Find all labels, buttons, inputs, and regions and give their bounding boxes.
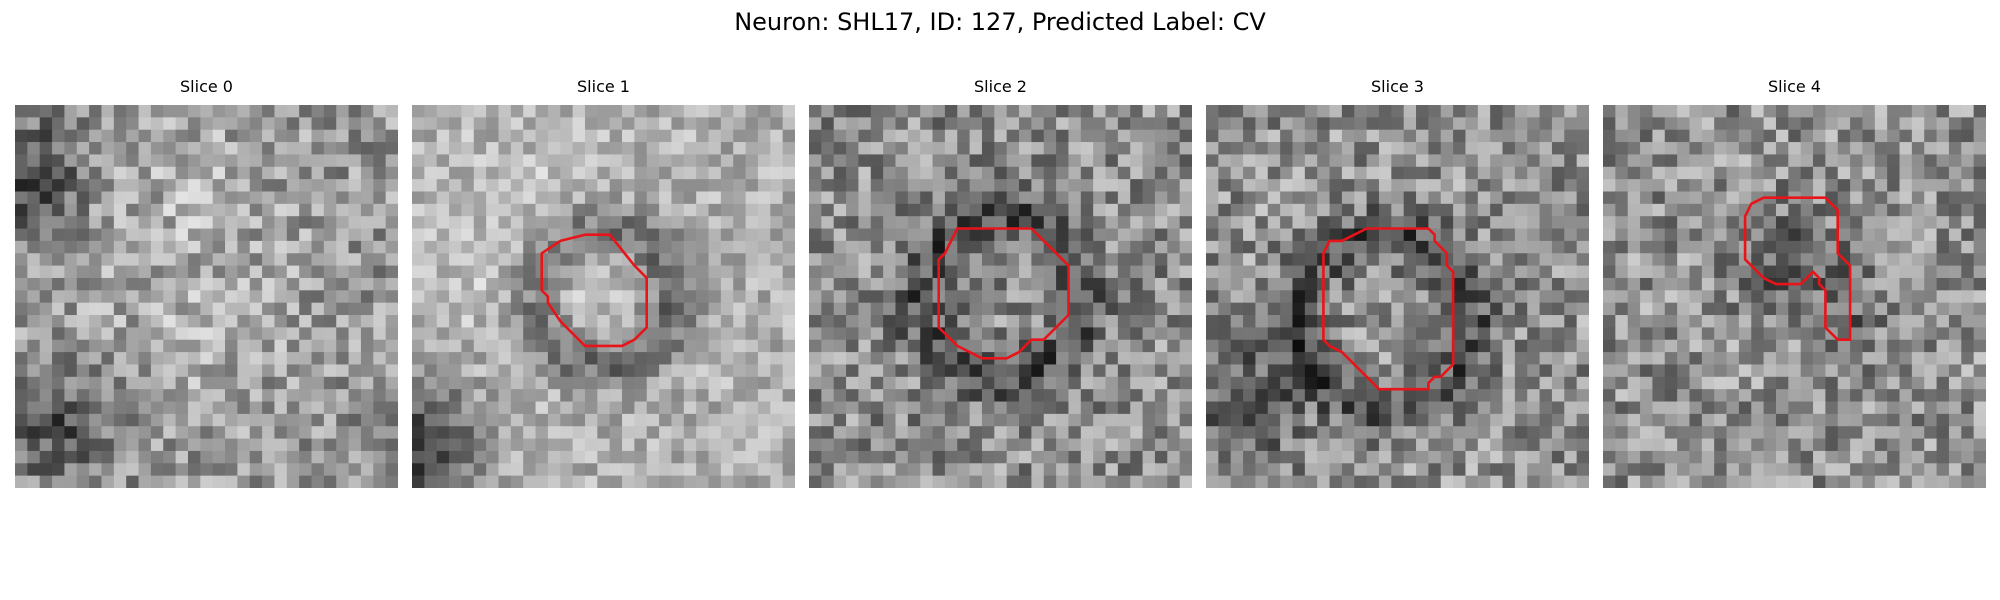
- slice-1-title: Slice 1: [577, 77, 630, 96]
- slice-0-pixels: [15, 105, 398, 488]
- slice-3-panel: Slice 3: [1206, 77, 1589, 488]
- figure-title: Neuron: SHL17, ID: 127, Predicted Label:…: [734, 8, 1266, 36]
- slice-4-title: Slice 4: [1768, 77, 1821, 96]
- slice-1-panel: Slice 1: [412, 77, 795, 488]
- slice-2-contour: [937, 227, 1070, 360]
- slice-0-panel: Slice 0: [15, 77, 398, 488]
- slice-1-image: [412, 105, 795, 488]
- slice-0-image: [15, 105, 398, 488]
- slice-3-pixels: [1206, 105, 1589, 488]
- slice-3-image: [1206, 105, 1589, 488]
- slice-3-title: Slice 3: [1371, 77, 1424, 96]
- slice-2-image: [809, 105, 1192, 488]
- slice-4-pixels: [1603, 105, 1986, 488]
- slice-4-image: [1603, 105, 1986, 488]
- slice-4-panel: Slice 4: [1603, 77, 1986, 488]
- slice-1-pixels: [412, 105, 795, 488]
- slice-2-panel: Slice 2: [809, 77, 1192, 488]
- slice-2-title: Slice 2: [974, 77, 1027, 96]
- slice-1-contour: [540, 233, 648, 348]
- slice-3-contour: [1322, 227, 1455, 391]
- slice-2-pixels: [809, 105, 1192, 488]
- slice-0-title: Slice 0: [180, 77, 233, 96]
- slice-4-contour: [1743, 196, 1852, 341]
